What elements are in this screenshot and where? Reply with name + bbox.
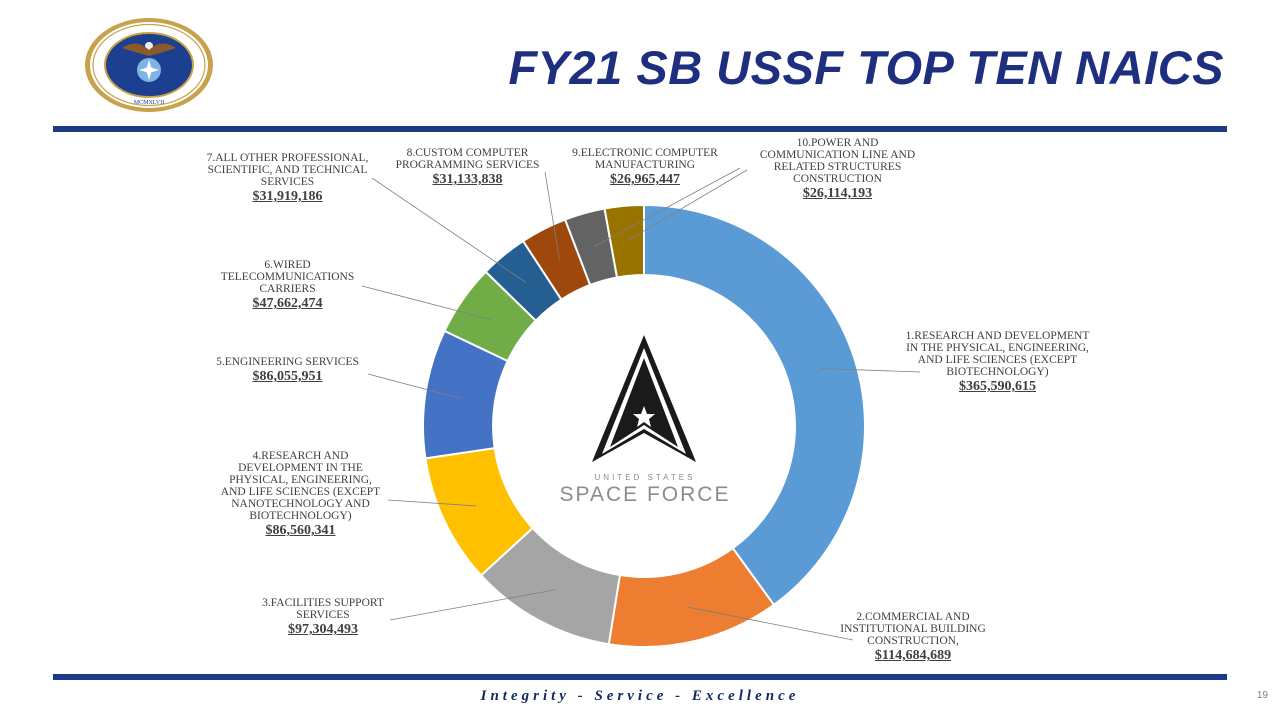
slice-value-5: $86,055,951: [252, 369, 323, 384]
slice-label-3: 3.FACILITIES SUPPORT SERVICES $97,304,493: [248, 597, 398, 638]
leader-line-8: [544, 171, 560, 261]
page-number: 19: [1256, 690, 1268, 701]
donut-slice-1: [643, 203, 866, 607]
slice-name-9: 9.ELECTRONIC COMPUTER MANUFACTURING: [572, 147, 718, 171]
leader-line-7: [371, 177, 527, 283]
donut-slice-10: [603, 203, 645, 279]
slice-label-7: 7.ALL OTHER PROFESSIONAL, SCIENTIFIC, AN…: [200, 152, 375, 205]
slice-value-1: $365,590,615: [959, 379, 1036, 394]
slice-name-7: 7.ALL OTHER PROFESSIONAL, SCIENTIFIC, AN…: [206, 152, 369, 188]
slice-label-9: 9.ELECTRONIC COMPUTER MANUFACTURING $26,9…: [560, 147, 730, 188]
slice-name-2: 2.COMMERCIAL AND INSTITUTIONAL BUILDING …: [840, 611, 986, 647]
slice-value-7: $31,919,186: [252, 189, 323, 204]
leader-line-3: [389, 589, 556, 621]
footer-motto: Integrity - Service - Excellence: [480, 688, 800, 704]
space-force-subtitle: UNITED STATES: [594, 473, 696, 482]
slice-label-5: 5.ENGINEERING SERVICES $86,055,951: [210, 356, 365, 385]
leader-line-6: [361, 285, 492, 321]
slice-label-2: 2.COMMERCIAL AND INSTITUTIONAL BUILDING …: [828, 611, 998, 664]
slice-value-4: $86,560,341: [265, 523, 336, 538]
seal-numeral: MCMXLVII: [134, 100, 164, 106]
slice-value-6: $47,662,474: [252, 296, 323, 311]
slice-value-9: $26,965,447: [610, 172, 680, 187]
slice-value-8: $31,133,838: [432, 172, 503, 187]
slice-name-1: 1.RESEARCH AND DEVELOPMENT IN THE PHYSIC…: [905, 330, 1090, 378]
slice-name-4: 4.RESEARCH AND DEVELOPMENT IN THE PHYSIC…: [220, 450, 381, 522]
leader-line-5: [367, 373, 461, 399]
slice-name-6: 6.WIRED TELECOMMUNICATIONS CARRIERS: [220, 259, 355, 295]
slice-value-10: $26,114,193: [802, 186, 873, 201]
air-force-seal: MCMXLVII: [82, 16, 216, 114]
slice-label-4: 4.RESEARCH AND DEVELOPMENT IN THE PHYSIC…: [218, 450, 383, 539]
leader-line-4: [387, 499, 477, 507]
leader-line-2: [687, 606, 854, 641]
slice-label-8: 8.CUSTOM COMPUTER PROGRAMMING SERVICES $3…: [390, 147, 545, 188]
slice-value-2: $114,684,689: [874, 648, 952, 663]
top-divider: [53, 126, 1227, 132]
slice-name-3: 3.FACILITIES SUPPORT SERVICES: [262, 597, 384, 621]
space-force-delta-logo: [592, 335, 696, 462]
slice-label-10: 10.POWER AND COMMUNICATION LINE AND RELA…: [750, 137, 925, 202]
slice-name-10: 10.POWER AND COMMUNICATION LINE AND RELA…: [759, 137, 916, 185]
space-force-wordmark: SPACE FORCE: [559, 483, 731, 506]
slice-label-1: 1.RESEARCH AND DEVELOPMENT IN THE PHYSIC…: [905, 330, 1090, 395]
leader-line-1: [820, 368, 921, 373]
leader-line-9: [593, 167, 741, 248]
slice-label-6: 6.WIRED TELECOMMUNICATIONS CARRIERS $47,6…: [210, 259, 365, 312]
slice-name-8: 8.CUSTOM COMPUTER PROGRAMMING SERVICES: [395, 147, 540, 171]
slice-value-3: $97,304,493: [288, 622, 358, 637]
bottom-divider: [53, 674, 1227, 680]
leader-line-10: [627, 169, 748, 242]
slice-name-5: 5.ENGINEERING SERVICES: [216, 356, 359, 368]
page-title: FY21 SB USSF TOP TEN NAICS: [508, 41, 1224, 94]
